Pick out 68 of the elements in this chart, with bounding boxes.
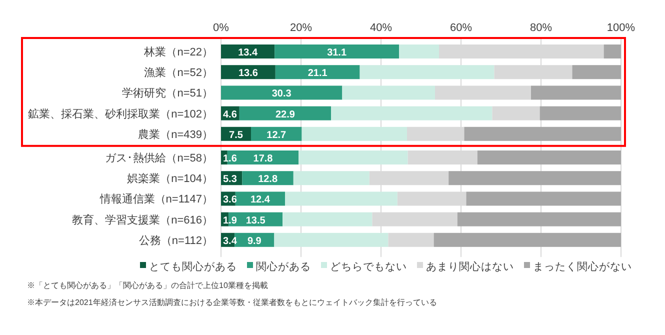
bar — [434, 232, 621, 247]
data-label: 22.9 — [275, 109, 296, 120]
x-tick-label: 80% — [530, 22, 552, 34]
y-tick-label: 教育、学習支援業（n=616） — [72, 213, 213, 226]
bar — [331, 106, 492, 120]
y-tick-label: 林業（n=22） — [143, 46, 213, 58]
data-label: 1.9 — [223, 215, 238, 226]
bar — [492, 106, 540, 120]
bar — [399, 44, 439, 58]
bar — [239, 106, 331, 120]
data-label: 3.4 — [223, 236, 238, 247]
data-label: 13.5 — [246, 215, 266, 226]
bar — [604, 44, 621, 58]
legend-label: あまり関心はない — [426, 260, 514, 273]
data-label: 13.4 — [238, 48, 258, 58]
x-tick-label: 100% — [606, 22, 636, 34]
x-tick-label: 0% — [213, 22, 230, 34]
x-tick-label: 20% — [290, 22, 312, 34]
bar — [477, 150, 621, 164]
bar — [466, 192, 621, 206]
bar — [274, 232, 388, 247]
bar — [282, 212, 372, 226]
y-tick-label: 漁業（n=52） — [144, 67, 213, 80]
bar — [572, 65, 621, 80]
data-label: 12.4 — [250, 194, 270, 206]
data-label: 5.3 — [223, 174, 238, 186]
data-label: 7.5 — [229, 130, 244, 141]
x-tick-label: 60% — [450, 22, 472, 34]
text: ※本データは2021年経済センサス活動調査における企業等数・従業者数をもとにウェイトバック集計を行っている — [27, 298, 437, 307]
data-label: 17.8 — [253, 154, 274, 164]
data-label: 3.6 — [223, 194, 238, 206]
data-label: 9.9 — [247, 236, 262, 247]
data-label: 30.3 — [272, 88, 292, 100]
y-tick-label: 情報通信業（n=1147） — [98, 192, 213, 206]
bar — [540, 106, 621, 120]
bar — [457, 212, 621, 226]
y-tick-label: 公務（n=112） — [138, 234, 213, 247]
bar — [388, 232, 434, 247]
bar — [275, 65, 360, 80]
bar — [274, 44, 399, 58]
bar — [285, 192, 398, 206]
data-label: 4.6 — [223, 109, 238, 120]
legend-label: どちらでもない — [330, 261, 407, 273]
y-tick-label: ガス･熱供給（n=58） — [105, 152, 213, 164]
x-tick-label: 40% — [370, 22, 392, 34]
bar — [342, 86, 435, 100]
y-tick-label: 農業（n=439） — [138, 128, 213, 141]
bar — [221, 44, 275, 58]
data-label: 13.6 — [238, 68, 258, 80]
bar — [221, 86, 342, 100]
y-tick-label: 鉱業、採石業、砂利採取業（n=102） — [28, 107, 213, 120]
data-label: 21.1 — [308, 68, 328, 80]
bar — [448, 171, 621, 186]
text: ※「とても関心がある」「関心がある」の合計で上位10業種を掲載 — [27, 281, 268, 290]
data-label: 1.6 — [223, 154, 238, 164]
bar — [298, 150, 408, 164]
legend-label: 関心がある — [256, 260, 311, 273]
data-label: 31.1 — [327, 48, 347, 58]
bar — [293, 171, 370, 186]
y-tick-label: 学術研究（n=51） — [122, 86, 213, 100]
data-label: 12.7 — [266, 130, 287, 141]
legend-label: とても関心がある — [149, 260, 237, 273]
data-label: 12.8 — [258, 174, 278, 186]
y-tick-label: 娯楽業（n=104） — [127, 173, 213, 186]
legend-label: まったく関心がない — [533, 260, 632, 273]
bar — [221, 65, 276, 80]
bar — [360, 65, 494, 80]
bar — [531, 86, 621, 100]
